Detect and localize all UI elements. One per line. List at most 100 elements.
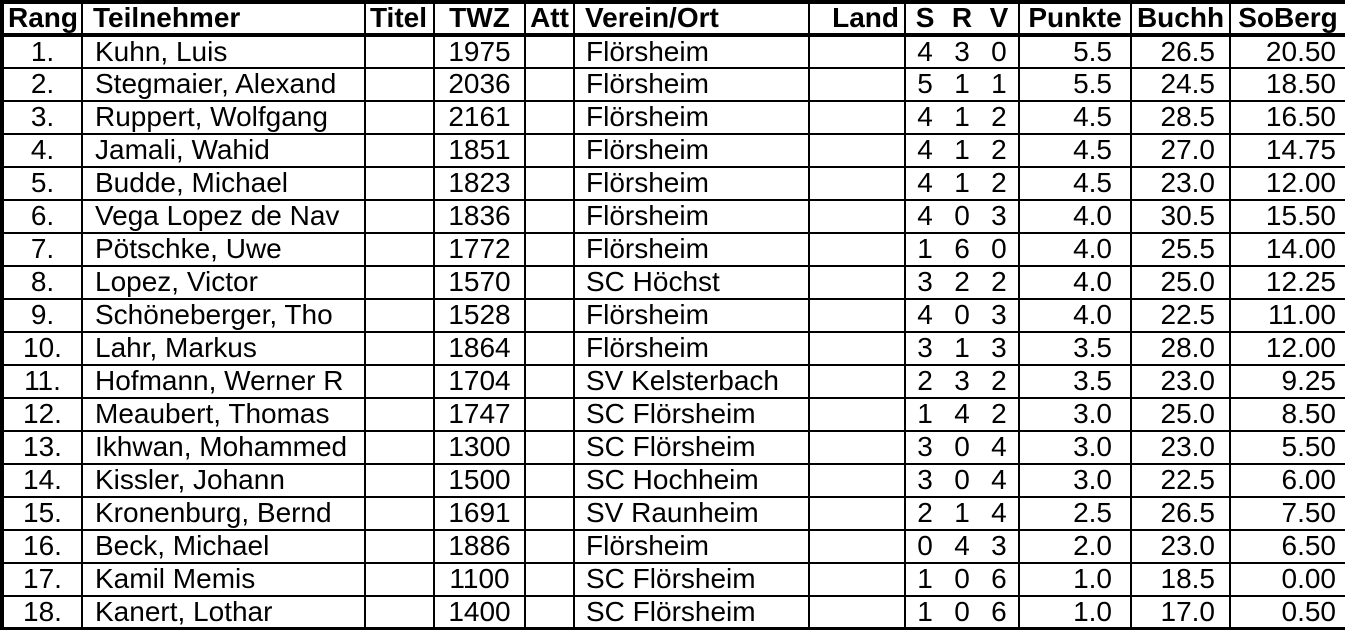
table-row: 5. Budde, Michael 1823 Flörsheim 4 1 2 4.5 23.0 1…: [1, 166, 1345, 201]
cell-r-value: 0: [954, 464, 970, 496]
cell-v-value: 2: [991, 101, 1007, 133]
cell-titel: [364, 331, 435, 366]
cell-verein: Flörsheim: [573, 166, 810, 201]
cell-land: [808, 265, 906, 300]
cell-s-value: 3: [917, 431, 933, 463]
cell-land: [808, 463, 906, 498]
cell-s-value: 3: [917, 266, 933, 298]
cell-buchh: 25.5: [1130, 232, 1231, 267]
cell-buchh: 23.0: [1130, 166, 1231, 201]
cell-v-value: 2: [991, 266, 1007, 298]
cell-titel: [364, 67, 435, 102]
table-row: 16. Beck, Michael 1886 Flörsheim 0 4 3 2.0 23.0 6…: [1, 529, 1345, 564]
cell-rang: 6.: [1, 199, 83, 234]
cell-soberg: 7.50: [1229, 496, 1345, 531]
cell-punkte: 4.5: [1018, 133, 1132, 168]
table-row: 15. Kronenburg, Bernd 1691 SV Raunheim 2 1 4 2.…: [1, 496, 1345, 531]
cell-v-value: 4: [991, 464, 1007, 496]
cell-soberg: 11.00: [1229, 298, 1345, 333]
cell-soberg: 18.50: [1229, 67, 1345, 102]
cell-s-value: 4: [917, 134, 933, 166]
cell-titel: [364, 529, 435, 564]
table-row: 6. Vega Lopez de Nav 1836 Flörsheim 4 0 3 4.0 30…: [1, 199, 1345, 234]
cell-punkte: 3.5: [1018, 364, 1132, 399]
header-row: Rang Teilnehmer Titel TWZ Att Verein/Ort Land S…: [1, 1, 1345, 37]
cell-punkte: 5.5: [1018, 67, 1132, 102]
cell-twz: 1691: [433, 496, 526, 531]
cell-land: [808, 166, 906, 201]
cell-name: Kuhn, Luis: [81, 34, 366, 69]
cell-land: [808, 529, 906, 564]
cell-verein: SC Flörsheim: [573, 595, 810, 630]
cell-name: Kronenburg, Bernd: [81, 496, 366, 531]
cell-land: [808, 34, 906, 69]
cell-punkte: 2.0: [1018, 529, 1132, 564]
cell-titel: [364, 562, 435, 597]
cell-s-value: 4: [917, 299, 933, 331]
table-row: 1. Kuhn, Luis 1975 Flörsheim 4 3 0 5.5 26.5 20.50: [1, 34, 1345, 69]
cell-land: [808, 562, 906, 597]
cell-s-value: 2: [917, 365, 933, 397]
cell-punkte: 2.5: [1018, 496, 1132, 531]
cell-twz: 1300: [433, 430, 526, 465]
table-row: 11. Hofmann, Werner R 1704 SV Kelsterbach 2 3…: [1, 364, 1345, 399]
cell-name: Stegmaier, Alexand: [81, 67, 366, 102]
cell-soberg: 5.50: [1229, 430, 1345, 465]
cell-titel: [364, 463, 435, 498]
cell-verein: Flörsheim: [573, 34, 810, 69]
cell-v-value: 6: [991, 596, 1007, 627]
cell-titel: [364, 232, 435, 267]
cell-soberg: 8.50: [1229, 397, 1345, 432]
cell-att: [524, 166, 575, 201]
cell-name: Vega Lopez de Nav: [81, 199, 366, 234]
table-row: 2. Stegmaier, Alexand 2036 Flörsheim 5 1 1 5.5 2…: [1, 67, 1345, 102]
cell-v-value: 3: [991, 299, 1007, 331]
cell-verein: Flörsheim: [573, 298, 810, 333]
table-body: 1. Kuhn, Luis 1975 Flörsheim 4 3 0 5.5 26.5 20.50…: [1, 34, 1345, 630]
cell-s-value: 4: [917, 167, 933, 199]
cell-name: Jamali, Wahid: [81, 133, 366, 168]
cell-rang: 18.: [1, 595, 83, 630]
table-row: 14. Kissler, Johann 1500 SC Hochheim 3 0 4 3.0 2…: [1, 463, 1345, 498]
cell-rang: 14.: [1, 463, 83, 498]
cell-titel: [364, 199, 435, 234]
cell-buchh: 22.5: [1130, 463, 1231, 498]
table-row: 3. Ruppert, Wolfgang 2161 Flörsheim 4 1 2 4.5 28…: [1, 100, 1345, 135]
cell-soberg: 16.50: [1229, 100, 1345, 135]
cell-verein: SV Raunheim: [573, 496, 810, 531]
cell-twz: 1851: [433, 133, 526, 168]
cell-v-value: 2: [991, 398, 1007, 430]
cell-v-value: 2: [991, 365, 1007, 397]
cell-verein: SC Flörsheim: [573, 562, 810, 597]
cell-att: [524, 430, 575, 465]
cell-punkte: 4.5: [1018, 100, 1132, 135]
table-row: 10. Lahr, Markus 1864 Flörsheim 3 1 3 3.5 28.0 12…: [1, 331, 1345, 366]
column-header-soberg: SoBerg: [1229, 1, 1345, 37]
cell-v-value: 4: [991, 497, 1007, 529]
cell-buchh: 18.5: [1130, 562, 1231, 597]
cell-att: [524, 133, 575, 168]
cell-twz: 1528: [433, 298, 526, 333]
cell-titel: [364, 496, 435, 531]
cell-buchh: 24.5: [1130, 67, 1231, 102]
cell-s-value: 4: [917, 200, 933, 232]
column-header-buchh: Buchh: [1130, 1, 1231, 37]
cell-rang: 3.: [1, 100, 83, 135]
cell-titel: [364, 430, 435, 465]
cell-att: [524, 529, 575, 564]
cell-verein: SC Flörsheim: [573, 430, 810, 465]
cell-buchh: 25.0: [1130, 397, 1231, 432]
cell-r-value: 1: [954, 497, 970, 529]
cell-rang: 4.: [1, 133, 83, 168]
cell-rang: 2.: [1, 67, 83, 102]
cell-land: [808, 232, 906, 267]
cell-twz: 1772: [433, 232, 526, 267]
cell-verein: Flörsheim: [573, 529, 810, 564]
